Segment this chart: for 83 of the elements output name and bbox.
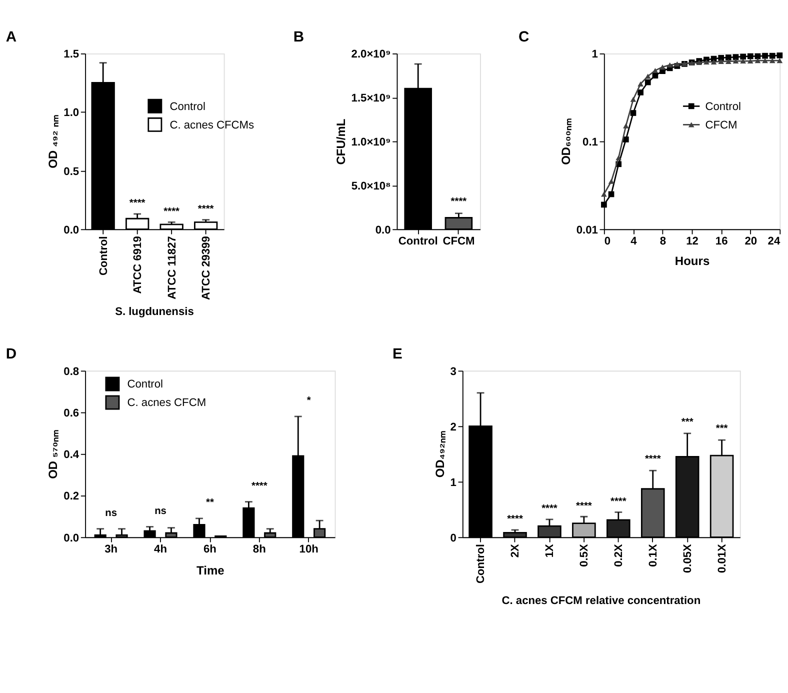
y-tick-label: 0.01 xyxy=(576,224,598,236)
y-tick-label: 0 xyxy=(450,532,456,544)
legend-label: C. acnes CFCMs xyxy=(170,119,255,132)
y-axis-title: OD₄₉₂ₙₘ xyxy=(432,431,447,478)
text: C. acnes CFCM relative concentration xyxy=(502,594,701,607)
y-tick-label: 1.0×10⁹ xyxy=(351,136,391,148)
annotation: *** xyxy=(716,424,728,435)
y-tick-label: 0.2 xyxy=(64,490,80,503)
annotation: **** xyxy=(129,198,146,210)
chart-title: B xyxy=(293,29,304,46)
chart-title: A xyxy=(6,29,17,46)
x-tick-label: 24 xyxy=(768,235,781,248)
x-axis-title: Hours xyxy=(674,254,710,268)
annotation: **** xyxy=(576,500,592,512)
x-tick-label: 8 xyxy=(660,235,666,248)
annotation: **** xyxy=(507,514,523,526)
x-axis-title: Time xyxy=(196,564,225,578)
x-tick-label: 0.1X xyxy=(648,543,660,567)
y-tick-label: 0.1 xyxy=(582,136,598,148)
legend-label: C. acnes CFCM xyxy=(127,397,206,410)
y-tick-label: 5.0×10⁸ xyxy=(351,180,391,192)
y-axis-title: OD ₄₉₂ ₙₘ xyxy=(46,115,60,168)
x-tick-label: 0.5X xyxy=(578,543,591,567)
x-tick-label: 10h xyxy=(299,543,319,556)
x-tick-label: 6h xyxy=(203,543,217,556)
annotation: **** xyxy=(610,496,626,508)
x-tick-label: 0 xyxy=(604,235,611,248)
y-tick-label: 0.0 xyxy=(64,532,80,544)
x-tick-label: Control xyxy=(98,236,110,276)
chart-title: E xyxy=(392,346,402,363)
y-tick-label: 0.6 xyxy=(64,407,80,420)
y-tick-label: 3 xyxy=(450,366,456,378)
x-tick-label: 0.01X xyxy=(716,543,729,574)
y-axis-title: OD ₅₇₀ₙₘ xyxy=(46,430,60,479)
chart-title: C xyxy=(518,29,530,46)
y-tick-label: 1.0 xyxy=(64,107,80,120)
x-tick-label: CFCM xyxy=(442,235,475,248)
y-tick-label: 0.5 xyxy=(64,166,80,178)
y-axis-title: CFU/mL xyxy=(334,118,348,165)
x-tick-label: 2X xyxy=(510,544,522,558)
y-tick-label: 0.0 xyxy=(375,224,391,236)
y-tick-label: 0.0 xyxy=(64,224,80,236)
x-tick-label: ATCC 11827 xyxy=(166,236,178,300)
y-tick-label: 1 xyxy=(592,48,598,61)
text: S. lugdunensis xyxy=(115,306,194,318)
x-tick-label: 0.05X xyxy=(682,543,694,574)
x-tick-label: 12 xyxy=(686,235,698,248)
y-tick-label: 1 xyxy=(450,476,456,489)
y-tick-label: 1.5×10⁹ xyxy=(351,92,391,105)
x-tick-label: ATCC 6919 xyxy=(132,236,144,294)
x-tick-label: 3h xyxy=(104,543,118,556)
annotation: **** xyxy=(542,504,558,515)
y-axis-title: OD₆₀₀ₙₘ xyxy=(558,118,573,165)
x-tick-label: 1X xyxy=(544,544,556,558)
annotation: * xyxy=(306,396,311,407)
x-tick-label: 4 xyxy=(630,235,638,248)
annotation: ns xyxy=(105,508,118,519)
annotation: **** xyxy=(164,206,180,218)
legend-label: CFCM xyxy=(705,119,738,132)
y-tick-label: 0.8 xyxy=(64,366,80,378)
chart-title: D xyxy=(6,346,17,363)
annotation: **** xyxy=(198,204,214,215)
x-tick-label: Control xyxy=(475,544,488,584)
y-tick-label: 2 xyxy=(450,421,456,434)
annotation: **** xyxy=(450,196,467,208)
x-tick-label: 20 xyxy=(744,235,758,248)
y-tick-label: 1.5 xyxy=(64,48,80,61)
y-tick-label: 2.0×10⁹ xyxy=(351,48,391,61)
annotation: ns xyxy=(154,506,167,517)
x-tick-label: 4h xyxy=(154,543,168,556)
annotation: ** xyxy=(206,497,214,508)
x-tick-label: ATCC 29399 xyxy=(200,236,213,300)
x-tick-label: 16 xyxy=(715,235,728,248)
y-tick-label: 0.4 xyxy=(64,449,80,462)
legend-label: Control xyxy=(170,100,206,113)
annotation: *** xyxy=(681,417,694,428)
legend-label: Control xyxy=(705,100,741,113)
annotation: **** xyxy=(251,480,268,492)
x-tick-label: 0.2X xyxy=(613,543,626,567)
annotation: **** xyxy=(644,454,661,466)
x-tick-label: Control xyxy=(398,235,438,248)
legend-label: Control xyxy=(127,378,163,391)
x-tick-label: 8h xyxy=(252,543,266,556)
